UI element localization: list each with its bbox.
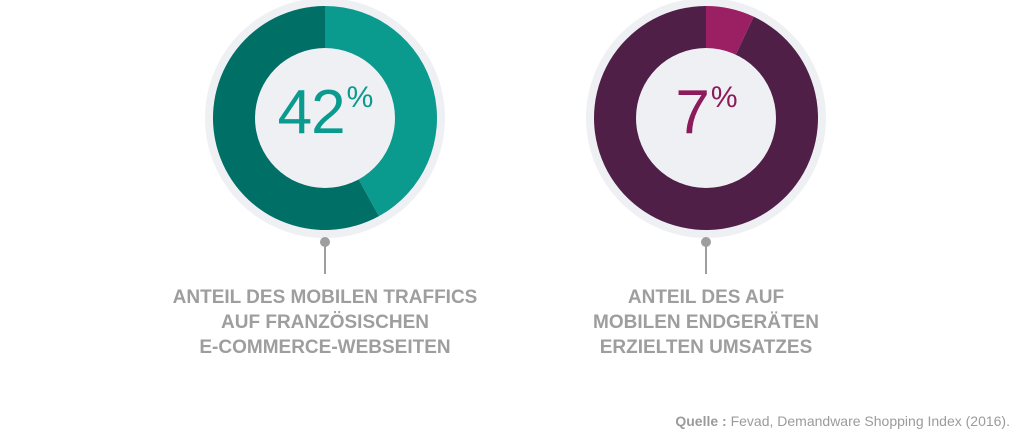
caption-line: E-COMMERCE-WEBSEITEN [199, 337, 451, 358]
percent-sign: % [710, 81, 738, 114]
donut-chart-mobile-traffic: 42% ANTEIL DES MOBILEN TRAFFICS AUF FRAN… [165, 0, 485, 446]
percentage-label: 42% [165, 82, 485, 144]
donut-hole [636, 48, 776, 188]
connector-line [705, 238, 707, 274]
percentage-value: 7 [675, 78, 709, 147]
source-text: Fevad, Demandware Shopping Index (2016). [730, 413, 1010, 429]
connector-line [324, 238, 326, 274]
donut-hole [255, 48, 395, 188]
donut-segment-remainder [213, 6, 379, 231]
source-label: Quelle : [675, 413, 727, 429]
donut-segments [594, 6, 818, 231]
percent-sign: % [346, 81, 374, 114]
percentage-label: 7% [546, 82, 866, 144]
caption-line: ERZIELTEN UMSATZES [599, 337, 813, 358]
donut-segment-remainder [594, 6, 818, 231]
caption-line: ANTEIL DES MOBILEN TRAFFICS [172, 287, 478, 308]
donut-chart-mobile-revenue: 7% ANTEIL DES AUF MOBILEN ENDGERÄTEN ERZ… [546, 0, 866, 446]
caption: ANTEIL DES AUF MOBILEN ENDGERÄTEN ERZIEL… [546, 285, 866, 360]
donut-mobile-traffic-svg [205, 0, 445, 238]
percentage-value: 42 [277, 78, 346, 147]
source-note: Quelle : Fevad, Demandware Shopping Inde… [675, 413, 1010, 429]
caption: ANTEIL DES MOBILEN TRAFFICS AUF FRANZÖSI… [165, 285, 485, 360]
caption-line: ANTEIL DES AUF [627, 287, 785, 308]
donut-mobile-revenue-svg [586, 0, 826, 238]
donut-segment-value [706, 6, 754, 62]
caption-line: AUF FRANZÖSISCHEN [221, 312, 429, 333]
caption-line: MOBILEN ENDGERÄTEN [593, 312, 819, 333]
